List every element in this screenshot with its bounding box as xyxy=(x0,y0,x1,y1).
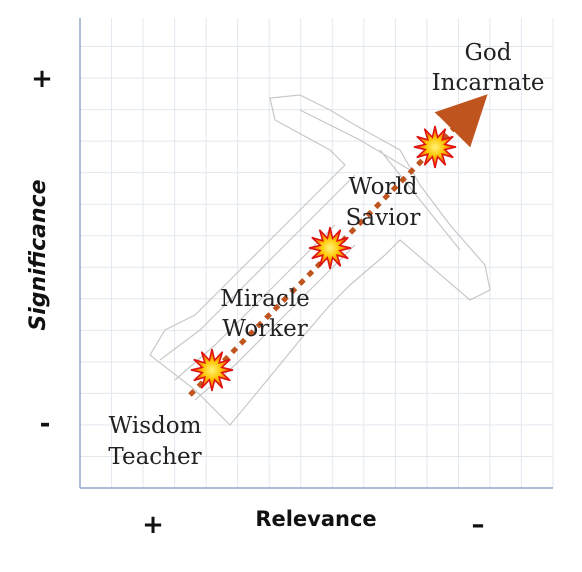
stage-label: Miracle xyxy=(220,286,309,312)
stage-label: Worker xyxy=(222,316,307,342)
stage-label: Savior xyxy=(346,205,421,231)
starburst xyxy=(308,226,352,270)
y-axis-label: Significance xyxy=(26,179,51,330)
bursts xyxy=(190,125,457,392)
cross-sketch xyxy=(149,94,491,426)
x-low: + xyxy=(142,510,164,540)
starburst xyxy=(190,348,234,392)
stage-label: Incarnate xyxy=(432,70,545,96)
x-axis-label: Relevance xyxy=(255,507,376,531)
y-high: + xyxy=(31,64,53,94)
stage-label: Teacher xyxy=(108,444,201,470)
stage-label: God xyxy=(465,40,512,66)
starburst xyxy=(413,125,457,169)
y-low: - xyxy=(40,409,51,439)
x-high: – xyxy=(472,510,485,540)
stage-label: World xyxy=(349,174,418,200)
stage-label: Wisdom xyxy=(109,413,202,439)
